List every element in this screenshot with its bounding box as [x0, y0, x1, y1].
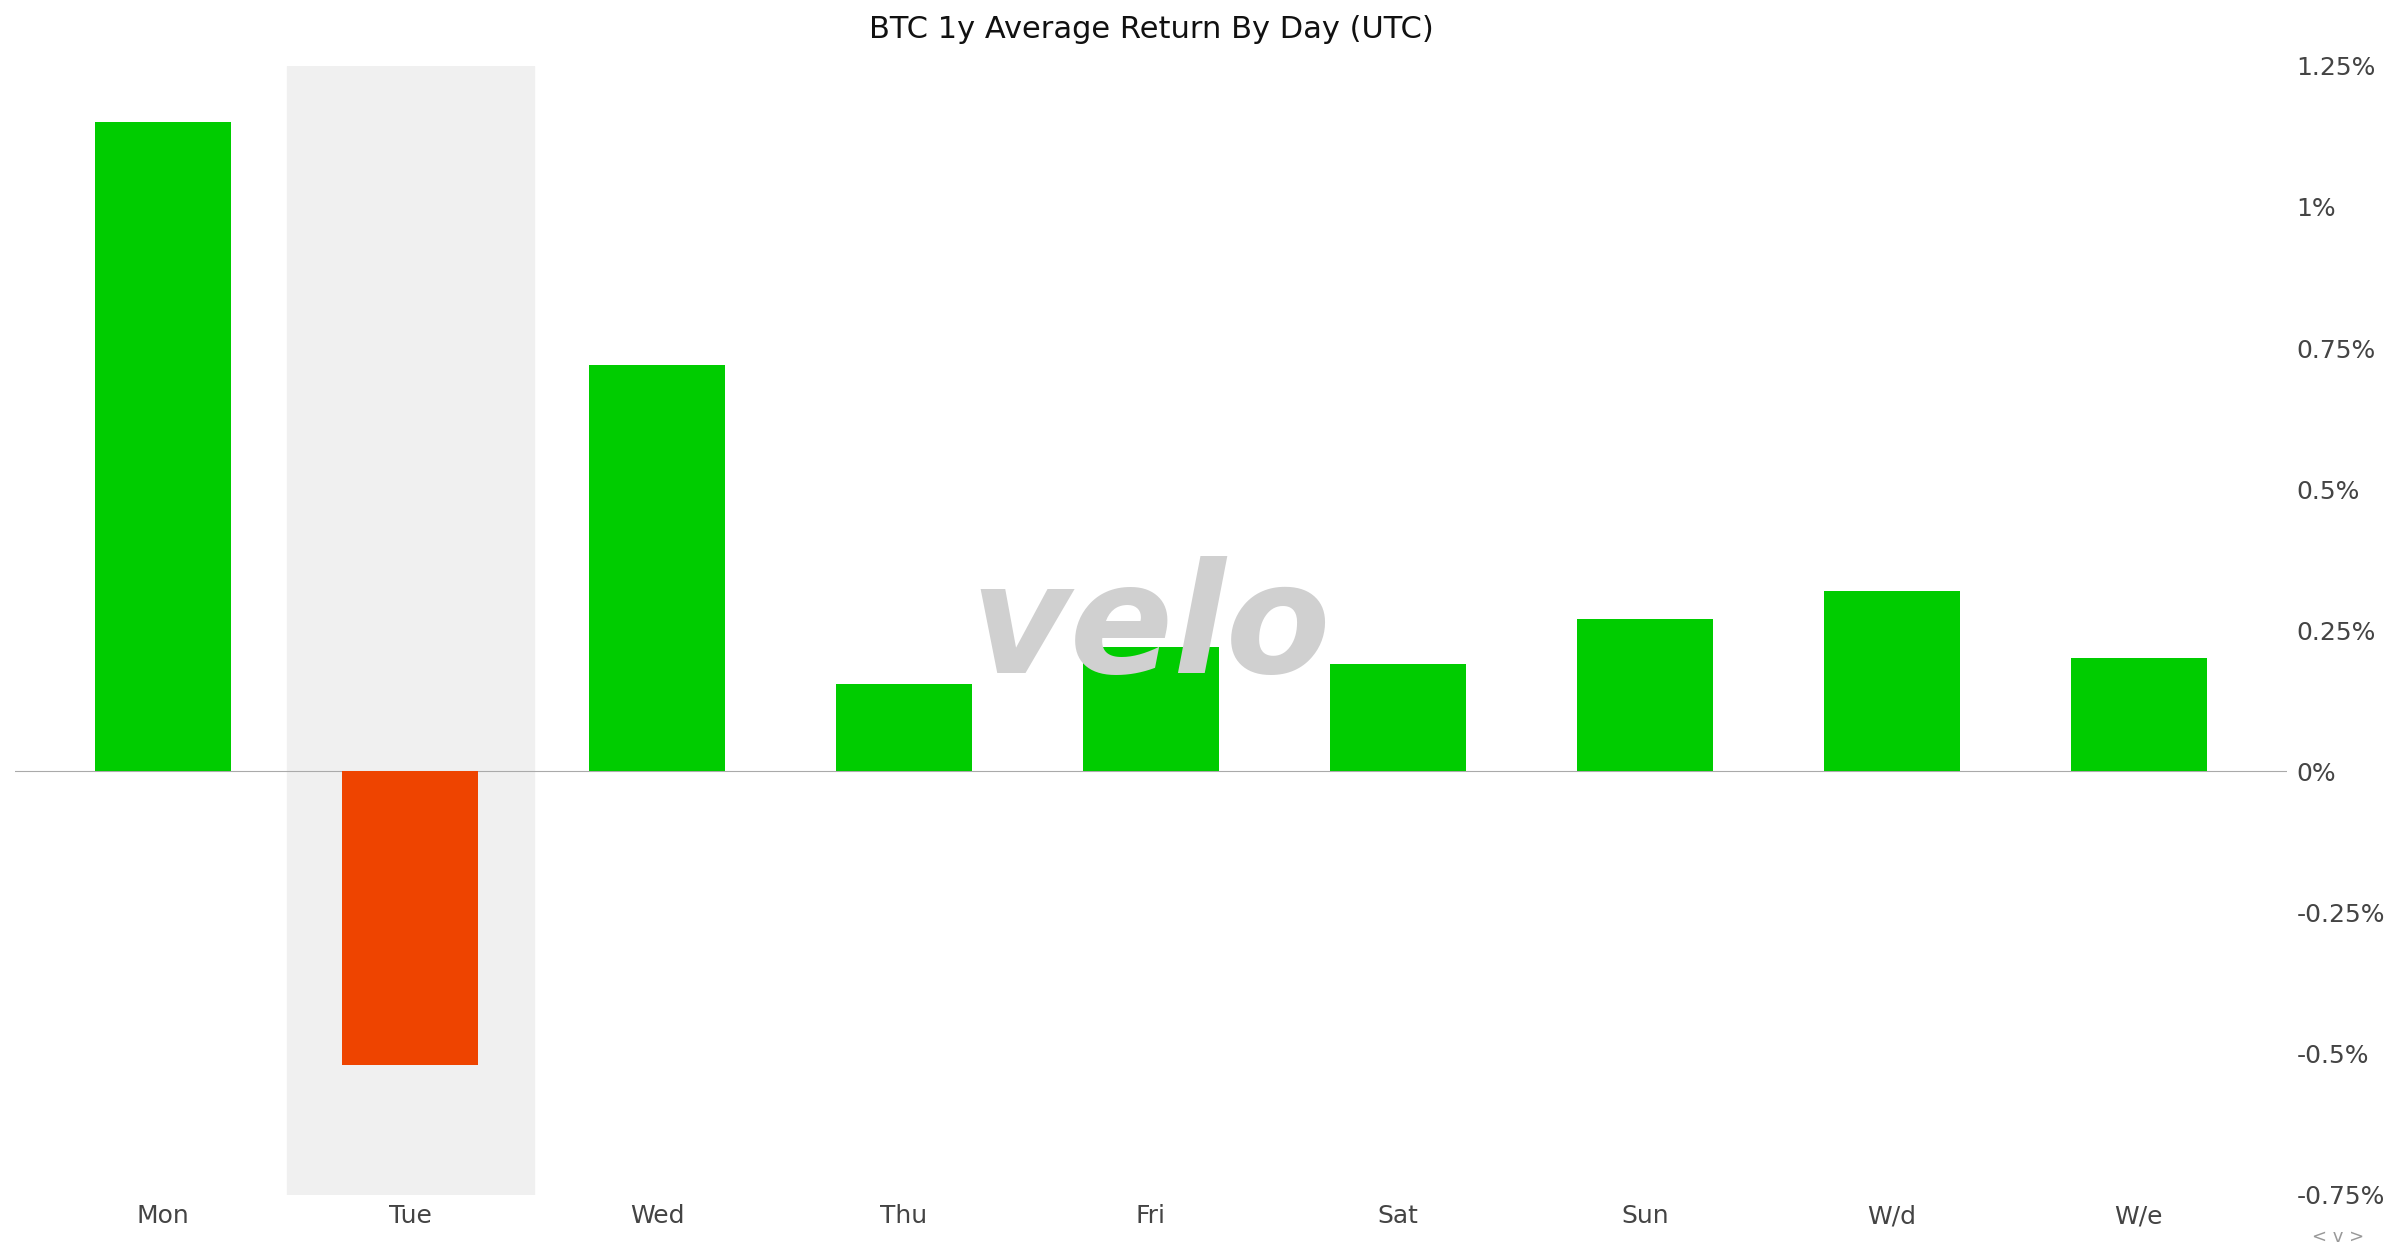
Bar	[286, 65, 533, 1194]
Bar	[1330, 664, 1466, 771]
Bar	[2071, 658, 2206, 771]
Text: velo: velo	[970, 555, 1332, 705]
Bar	[343, 771, 478, 1065]
Bar	[1577, 619, 1714, 771]
Bar	[588, 365, 725, 771]
Bar	[835, 683, 972, 771]
Bar	[1082, 647, 1219, 771]
Bar	[1824, 590, 1958, 771]
Bar	[96, 122, 230, 771]
Title: BTC 1y Average Return By Day (UTC): BTC 1y Average Return By Day (UTC)	[869, 15, 1433, 44]
Text: < v >: < v >	[2311, 1228, 2364, 1246]
